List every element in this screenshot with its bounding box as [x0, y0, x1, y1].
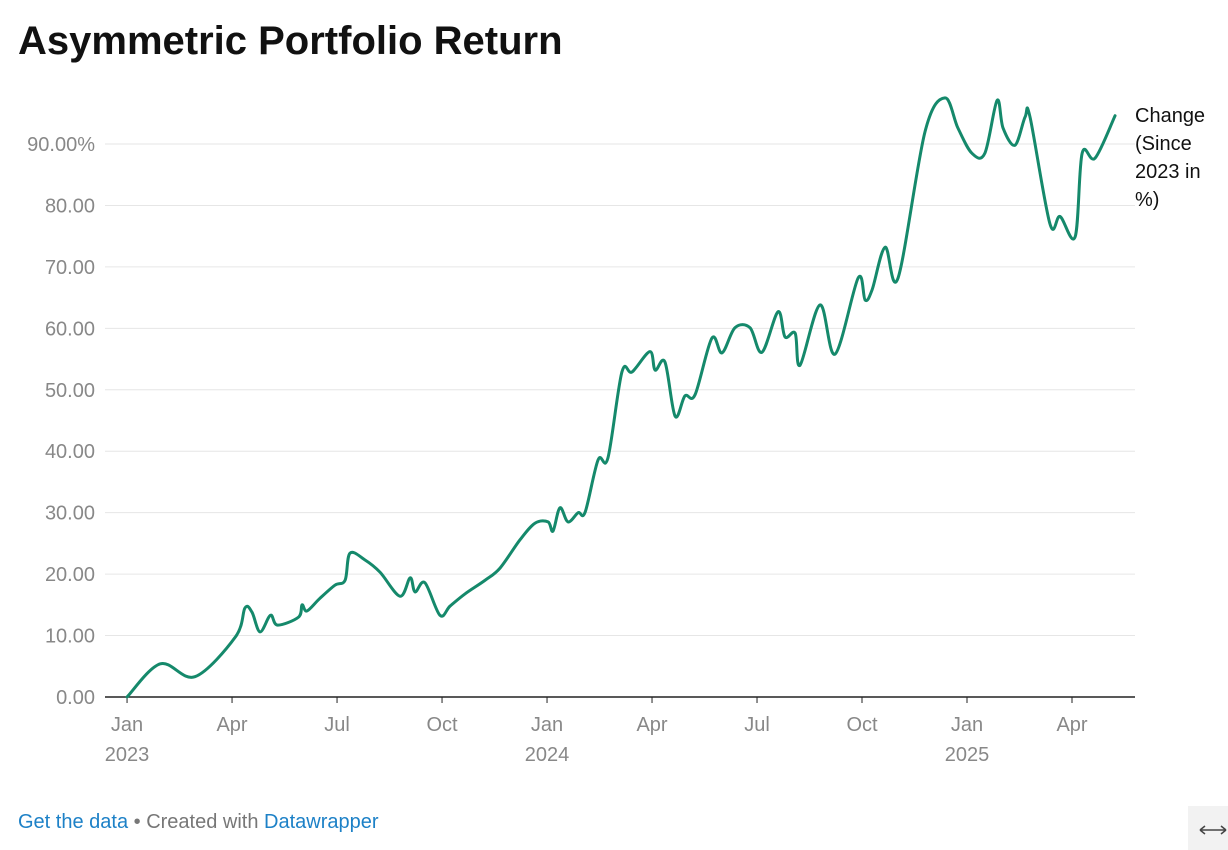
chart-title: Asymmetric Portfolio Return — [18, 19, 563, 63]
x-tick-label: Jan 2025 — [945, 714, 990, 766]
y-tick-label: 80.00 — [45, 195, 95, 217]
data-link[interactable]: Get the data — [18, 811, 129, 833]
x-tick-label: Oct — [846, 714, 878, 736]
x-tick-label: Jan 2024 — [525, 714, 570, 766]
y-tick-label: 90.00% — [27, 134, 95, 156]
x-tick-label: Jul — [744, 714, 770, 736]
x-tick-label: Apr — [636, 714, 667, 736]
x-tick-label: Oct — [426, 714, 458, 736]
y-tick-label: 50.00 — [45, 380, 95, 402]
series-line — [125, 96, 1117, 699]
plot: 0.00 10.00 20.00 30.00 40.00 50.00 60.00 70.00 8… — [27, 96, 1135, 766]
x-tick-label: Jan 2023 — [105, 714, 150, 766]
y-tick-label: 20.00 — [45, 564, 95, 586]
series-label: Change (Since 2023 in %) — [1135, 105, 1206, 211]
y-tick-label: 10.00 — [45, 626, 95, 648]
credit-link[interactable]: Datawrapper — [264, 811, 379, 833]
footer-separator: • Created with — [128, 811, 264, 833]
x-tick-label: Apr — [216, 714, 247, 736]
y-tick-label: 70.00 — [45, 257, 95, 279]
y-tick-label: 40.00 — [45, 441, 95, 463]
resize-icon[interactable] — [1188, 806, 1228, 850]
y-tick-label: 0.00 — [56, 687, 95, 709]
x-tick-label: Jul — [324, 714, 350, 736]
x-tick-label: Apr — [1056, 714, 1087, 736]
y-tick-label: 60.00 — [45, 318, 95, 340]
y-tick-label: 30.00 — [45, 503, 95, 525]
footer: Get the data • Created with Datawrapper — [18, 811, 379, 833]
